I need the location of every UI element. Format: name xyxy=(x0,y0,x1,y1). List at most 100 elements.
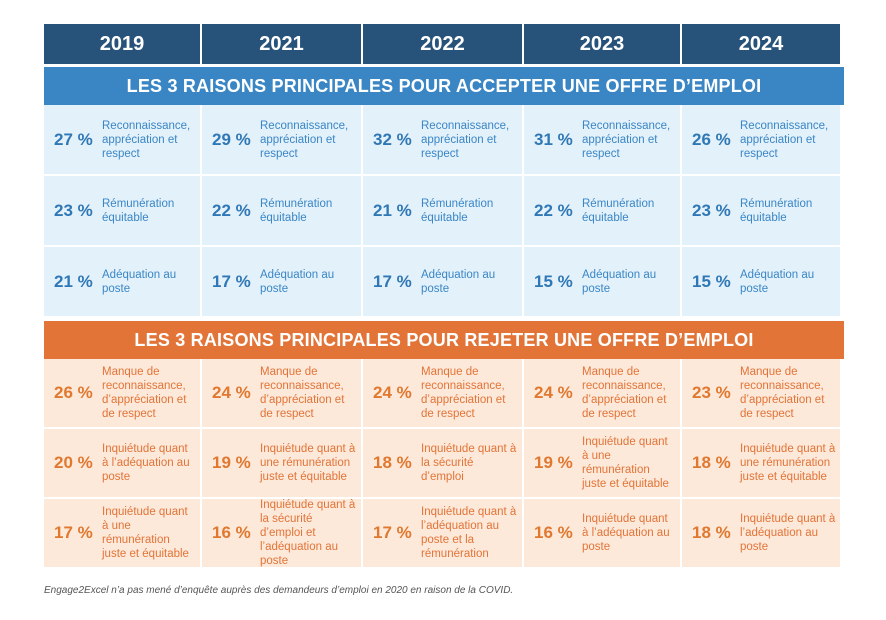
year-header: 2024 xyxy=(682,24,840,64)
reasons-table: 2019 2021 2022 2023 2024 LES 3 RAISONS PRINC… xyxy=(44,24,844,569)
accept-cell: 29 % Reconnaissance, appréciation et resp… xyxy=(202,105,363,176)
reject-reason-label: Inquiétude quant à l’adéquation au poste xyxy=(102,443,190,483)
accept-percent: 23 % xyxy=(692,200,731,220)
reject-cell: 23 % Manque de reconnaissance, d’apprécia… xyxy=(682,359,840,429)
accept-percent: 22 % xyxy=(534,200,573,220)
reject-percent: 17 % xyxy=(54,523,93,542)
reject-reason-label: Inquiétude quant à une rémunération just… xyxy=(582,436,669,490)
reject-cell: 18 % Inquiétude quant à la sécurité d’emp… xyxy=(363,429,524,499)
accept-cell: 22 % Rémunération équitable xyxy=(202,176,363,247)
reject-percent: 18 % xyxy=(373,453,412,472)
accept-cell: 23 % Rémunération équitable xyxy=(44,176,202,247)
reject-percent: 24 % xyxy=(212,383,251,402)
accept-percent: 15 % xyxy=(692,271,731,291)
accept-percent: 26 % xyxy=(692,129,731,149)
reject-reason-label: Manque de reconnaissance, d’appréciation… xyxy=(740,366,825,420)
accept-reason-label: Rémunération équitable xyxy=(102,197,175,224)
reject-cell: 24 % Manque de reconnaissance, d’apprécia… xyxy=(363,359,524,429)
accept-percent: 15 % xyxy=(534,271,573,291)
year-header: 2019 xyxy=(44,24,202,64)
reject-reason-label: Inquiétude quant à la sécurité d’emploi … xyxy=(260,499,356,567)
accept-cell: 15 % Adéquation au poste xyxy=(524,247,682,318)
reject-banner: LES 3 RAISONS PRINCIPALES POUR REJETER U… xyxy=(44,321,844,359)
accept-banner: LES 3 RAISONS PRINCIPALES POUR ACCEPTER … xyxy=(44,67,844,105)
accept-cell: 15 % Adéquation au poste xyxy=(682,247,840,318)
reject-reason-label: Manque de reconnaissance, d’appréciation… xyxy=(421,366,506,420)
accept-cell: 17 % Adéquation au poste xyxy=(363,247,524,318)
reject-percent: 18 % xyxy=(692,523,731,542)
reject-reason-label: Inquiétude quant à l’adéquation au poste xyxy=(582,513,670,553)
accept-cell: 23 % Rémunération équitable xyxy=(682,176,840,247)
reject-reason-label: Inquiétude quant à une rémunération just… xyxy=(260,443,356,483)
reject-percent: 17 % xyxy=(373,523,412,542)
reject-percent: 24 % xyxy=(534,383,573,402)
accept-reason-label: Reconnaissance, appréciation et respect xyxy=(582,119,671,160)
accept-reason-label: Adéquation au poste xyxy=(260,268,335,295)
reject-percent: 23 % xyxy=(692,383,731,402)
accept-percent: 21 % xyxy=(373,200,412,220)
reject-cell: 18 % Inquiétude quant à une rémunération … xyxy=(682,429,840,499)
reject-cell: 16 % Inquiétude quant à la sécurité d’emp… xyxy=(202,499,363,569)
accept-percent: 23 % xyxy=(54,200,93,220)
reject-reason-label: Manque de reconnaissance, d’appréciation… xyxy=(582,366,667,420)
reject-cell: 24 % Manque de reconnaissance, d’apprécia… xyxy=(202,359,363,429)
accept-percent: 21 % xyxy=(54,271,93,291)
accept-reason-label: Rémunération équitable xyxy=(740,197,813,224)
accept-reason-label: Adéquation au poste xyxy=(421,268,496,295)
reject-cell: 17 % Inquiétude quant à une rémunération … xyxy=(44,499,202,569)
reject-cell: 20 % Inquiétude quant à l’adéquation au p… xyxy=(44,429,202,499)
accept-cell: 26 % Reconnaissance, appréciation et resp… xyxy=(682,105,840,176)
reject-reason-label: Manque de reconnaissance, d’appréciation… xyxy=(102,366,187,420)
reject-cell: 19 % Inquiétude quant à une rémunération … xyxy=(202,429,363,499)
accept-percent: 29 % xyxy=(212,129,251,149)
accept-percent: 17 % xyxy=(373,271,412,291)
footnote: Engage2Excel n’a pas mené d’enquête aupr… xyxy=(44,585,514,596)
accept-percent: 32 % xyxy=(373,129,412,149)
reject-reason-label: Inquiétude quant à une rémunération just… xyxy=(102,506,189,560)
accept-reason-label: Reconnaissance, appréciation et respect xyxy=(740,119,829,160)
reject-reason-label: Inquiétude quant à la sécurité d’emploi xyxy=(421,443,517,483)
reject-percent: 26 % xyxy=(54,383,93,402)
reject-reason-label: Inquiétude quant à une rémunération just… xyxy=(740,443,836,483)
accept-cell: 21 % Rémunération équitable xyxy=(363,176,524,247)
reject-percent: 16 % xyxy=(212,523,251,542)
accept-cell: 21 % Adéquation au poste xyxy=(44,247,202,318)
reject-cell: 17 % Inquiétude quant à l’adéquation au p… xyxy=(363,499,524,569)
accept-cell: 27 % Reconnaissance, appréciation et resp… xyxy=(44,105,202,176)
accept-cell: 17 % Adéquation au poste xyxy=(202,247,363,318)
accept-reason-label: Reconnaissance, appréciation et respect xyxy=(421,119,510,160)
reject-percent: 19 % xyxy=(212,453,251,472)
reject-percent: 16 % xyxy=(534,523,573,542)
accept-reason-label: Rémunération équitable xyxy=(421,197,494,224)
accept-reason-label: Adéquation au poste xyxy=(102,268,177,295)
year-header: 2023 xyxy=(524,24,682,64)
reject-reason-label: Inquiétude quant à l’adéquation au poste xyxy=(740,513,836,553)
reject-grid: 26 % Manque de reconnaissance, d’apprécia… xyxy=(44,359,844,569)
reject-cell: 19 % Inquiétude quant à une rémunération … xyxy=(524,429,682,499)
reject-cell: 18 % Inquiétude quant à l’adéquation au p… xyxy=(682,499,840,569)
accept-cell: 31 % Reconnaissance, appréciation et resp… xyxy=(524,105,682,176)
accept-reason-label: Rémunération équitable xyxy=(582,197,655,224)
accept-reason-label: Reconnaissance, appréciation et respect xyxy=(102,119,191,160)
accept-cell: 22 % Rémunération équitable xyxy=(524,176,682,247)
year-header: 2022 xyxy=(363,24,524,64)
reject-percent: 18 % xyxy=(692,453,731,472)
accept-reason-label: Adéquation au poste xyxy=(582,268,657,295)
accept-percent: 17 % xyxy=(212,271,251,291)
accept-cell: 32 % Reconnaissance, appréciation et resp… xyxy=(363,105,524,176)
reject-cell: 16 % Inquiétude quant à l’adéquation au p… xyxy=(524,499,682,569)
accept-reason-label: Adéquation au poste xyxy=(740,268,815,295)
accept-percent: 31 % xyxy=(534,129,573,149)
accept-reason-label: Reconnaissance, appréciation et respect xyxy=(260,119,349,160)
reject-reason-label: Manque de reconnaissance, d’appréciation… xyxy=(260,366,345,420)
year-header-row: 2019 2021 2022 2023 2024 xyxy=(44,24,844,64)
reject-cell: 24 % Manque de reconnaissance, d’apprécia… xyxy=(524,359,682,429)
accept-percent: 27 % xyxy=(54,129,93,149)
accept-reason-label: Rémunération équitable xyxy=(260,197,333,224)
reject-reason-label: Inquiétude quant à l’adéquation au poste… xyxy=(421,506,517,560)
reject-cell: 26 % Manque de reconnaissance, d’apprécia… xyxy=(44,359,202,429)
year-header: 2021 xyxy=(202,24,363,64)
reject-percent: 20 % xyxy=(54,453,93,472)
accept-percent: 22 % xyxy=(212,200,251,220)
reject-percent: 19 % xyxy=(534,453,573,472)
